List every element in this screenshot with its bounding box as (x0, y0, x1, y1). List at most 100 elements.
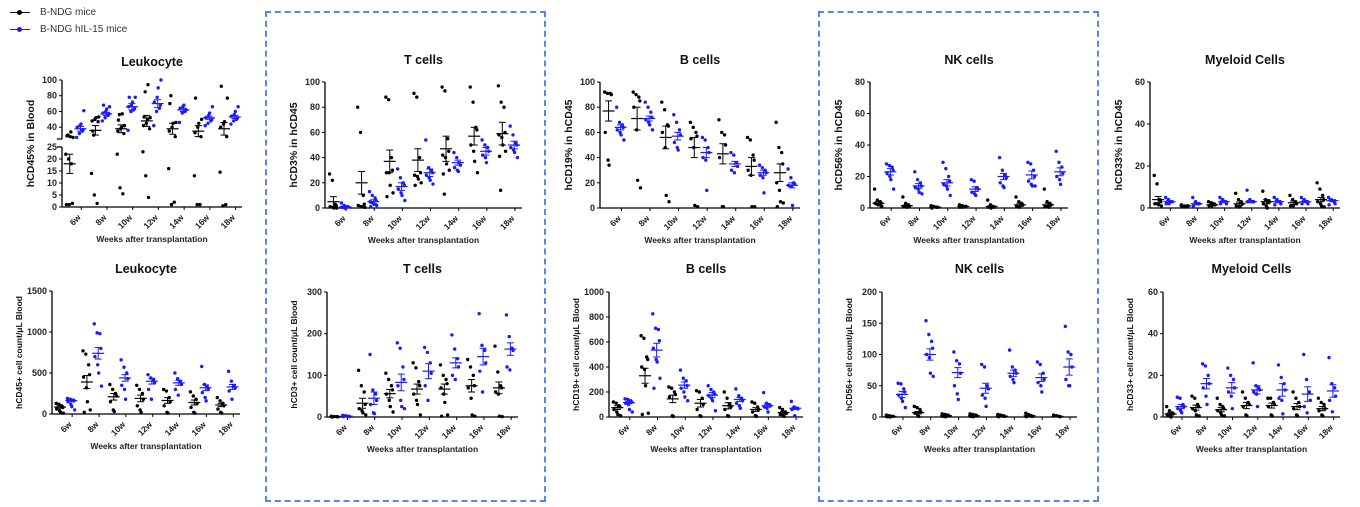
chart-leuk-pct: 0 5 10 15 20 25 40 60 80 100 6w 8w 10w 12w 14w 16w 18w Le… (25, 55, 242, 244)
y-tick-label: 0 (1140, 203, 1145, 213)
data-point-b-ndg (413, 183, 417, 188)
data-point-b-ndg (135, 404, 140, 408)
data-point-b-ndg-hil15 (1040, 390, 1044, 394)
x-tick-label: 10w (662, 213, 681, 232)
data-point-b-ndg (605, 91, 610, 96)
data-point-b-ndg (475, 171, 480, 175)
data-point-b-ndg-hil15 (125, 371, 129, 375)
data-point-b-ndg (169, 94, 173, 98)
data-point-b-ndg-hil15 (203, 395, 207, 400)
x-tick-label: 18w (1316, 213, 1335, 232)
data-point-b-ndg (637, 95, 641, 99)
data-point-b-ndg (875, 198, 880, 202)
data-point-b-ndg (58, 410, 63, 415)
y-tick-label: 60 (310, 127, 320, 137)
y-tick-label: 50 (867, 381, 877, 391)
data-point-b-ndg-hil15 (149, 397, 154, 401)
x-tick-label: 12w (1241, 422, 1260, 441)
data-point-b-ndg-hil15 (956, 397, 960, 402)
data-point-b-ndg (146, 195, 151, 200)
data-point-b-ndg (414, 366, 418, 370)
data-point-b-ndg (695, 407, 699, 412)
data-point-b-ndg-hil15 (884, 162, 889, 166)
x-tick-label: 14w (1266, 422, 1285, 441)
data-point-b-ndg-hil15 (483, 143, 487, 147)
data-point-b-ndg-hil15 (980, 362, 984, 367)
data-point-b-ndg (471, 373, 476, 378)
x-tick-label: 18w (1317, 422, 1336, 441)
y-tick-label: 10 (47, 178, 57, 188)
legend-label: B-NDG hIL-15 mice (40, 24, 128, 35)
x-tick-label: 16w (1289, 213, 1308, 232)
data-point-b-ndg-hil15 (677, 128, 682, 132)
data-point-b-ndg (61, 411, 66, 415)
data-point-b-ndg-hil15 (146, 372, 150, 377)
y-tick-label: 40 (585, 153, 595, 163)
data-point-b-ndg-hil15 (1203, 364, 1208, 368)
data-point-b-ndg (441, 153, 445, 157)
data-point-b-ndg (141, 150, 145, 154)
data-point-b-ndg-hil15 (1302, 352, 1306, 357)
data-point-b-ndg (161, 387, 166, 392)
data-point-b-ndg-hil15 (146, 387, 151, 392)
data-point-b-ndg (412, 91, 416, 96)
y-tick-label: 40 (1148, 329, 1158, 339)
data-point-b-ndg (225, 134, 229, 139)
data-point-b-ndg-hil15 (672, 113, 676, 117)
x-tick-label: 14w (724, 422, 743, 441)
highlight-box-t-b-cells (265, 11, 546, 502)
data-point-b-ndg-hil15 (402, 406, 407, 411)
y-tick-label: 150 (862, 318, 877, 328)
x-tick-label: 10w (385, 422, 404, 441)
data-point-b-ndg (189, 405, 193, 410)
data-point-b-ndg-hil15 (395, 167, 400, 171)
data-point-b-ndg (699, 414, 703, 419)
data-point-b-ndg (1265, 206, 1269, 210)
data-point-b-ndg (172, 200, 176, 204)
x-tick-label: 18w (779, 422, 798, 441)
data-point-b-ndg-hil15 (757, 163, 762, 167)
data-point-b-ndg-hil15 (972, 179, 976, 183)
data-point-b-ndg (137, 387, 142, 392)
data-point-b-ndg-hil15 (789, 399, 794, 404)
data-point-b-ndg-hil15 (1307, 390, 1312, 394)
data-point-b-ndg (618, 414, 623, 418)
data-point-b-ndg-hil15 (372, 411, 377, 416)
data-point-b-ndg-hil15 (682, 390, 686, 394)
data-point-b-ndg (1243, 396, 1248, 400)
data-point-b-ndg (1167, 409, 1172, 413)
data-point-b-ndg-hil15 (789, 176, 793, 180)
x-tick-label: 12w (412, 422, 431, 441)
data-point-b-ndg (363, 205, 367, 210)
data-point-b-ndg (751, 153, 755, 157)
y-tick-label: 25 (47, 142, 57, 152)
y-tick-label: 100 (305, 77, 320, 87)
x-axis-label: Weeks after transplantation (913, 235, 1024, 245)
data-point-b-ndg (359, 384, 364, 388)
data-point-b-ndg (611, 400, 616, 404)
data-point-b-ndg-hil15 (401, 365, 405, 369)
data-point-b-ndg-hil15 (1028, 162, 1033, 166)
data-point-b-ndg-hil15 (713, 409, 718, 413)
y-tick-label: 80 (310, 102, 320, 112)
data-point-b-ndg-hil15 (480, 138, 484, 142)
data-point-b-ndg (503, 149, 508, 153)
data-point-b-ndg (140, 391, 145, 396)
y-tick-label: 400 (589, 362, 604, 372)
data-point-b-ndg (115, 152, 119, 156)
data-point-b-ndg-hil15 (890, 165, 894, 169)
data-point-b-ndg-hil15 (229, 122, 233, 126)
data-point-b-ndg (1017, 200, 1021, 204)
chart-title: NK cells (955, 262, 1004, 276)
x-tick-label: 10w (668, 422, 687, 441)
data-point-b-ndg-hil15 (900, 399, 905, 404)
data-point-b-ndg (417, 379, 421, 384)
x-axis-label: Weeks after transplantation (924, 444, 1035, 454)
data-point-b-ndg-hil15 (200, 364, 204, 369)
data-point-b-ndg-hil15 (375, 203, 379, 208)
data-point-b-ndg (777, 188, 782, 193)
data-point-b-ndg (419, 181, 423, 185)
data-point-b-ndg-hil15 (123, 397, 128, 401)
x-tick-label: 12w (696, 422, 715, 441)
data-point-b-ndg (148, 116, 152, 120)
